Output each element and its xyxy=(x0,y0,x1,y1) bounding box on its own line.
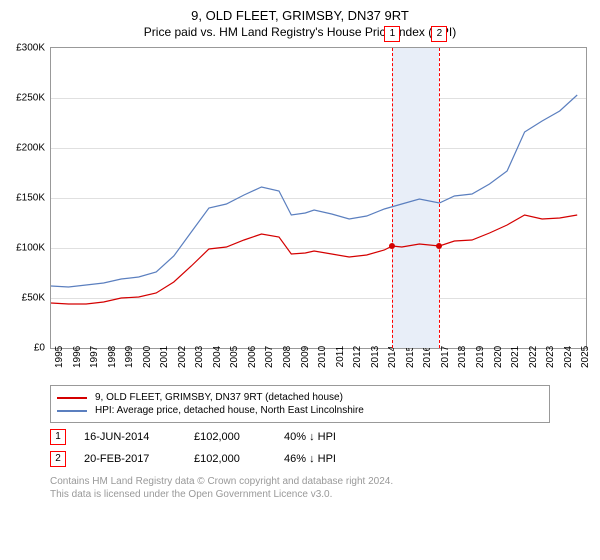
marker-label: 2 xyxy=(431,26,447,42)
series-line-price_paid xyxy=(51,215,577,304)
plot-area: £0£50K£100K£150K£200K£250K£300K199519961… xyxy=(50,47,587,349)
legend-swatch xyxy=(57,410,87,412)
legend-item: 9, OLD FLEET, GRIMSBY, DN37 9RT (detache… xyxy=(57,392,543,403)
chart-title: 9, OLD FLEET, GRIMSBY, DN37 9RT xyxy=(0,0,600,23)
legend-label: 9, OLD FLEET, GRIMSBY, DN37 9RT (detache… xyxy=(95,392,343,403)
marker-label: 1 xyxy=(384,26,400,42)
footnote-line-1: Contains HM Land Registry data © Crown c… xyxy=(50,475,550,488)
y-tick-label: £50K xyxy=(22,293,51,304)
sale-marker: 1 xyxy=(50,429,66,445)
chart-area: £0£50K£100K£150K£200K£250K£300K199519961… xyxy=(50,47,585,349)
y-tick-label: £300K xyxy=(16,43,51,54)
line-series-svg xyxy=(51,48,586,348)
footnote-line-2: This data is licensed under the Open Gov… xyxy=(50,488,550,501)
legend: 9, OLD FLEET, GRIMSBY, DN37 9RT (detache… xyxy=(50,385,550,423)
y-tick-label: £150K xyxy=(16,193,51,204)
sale-price: £102,000 xyxy=(194,431,284,443)
sale-date: 20-FEB-2017 xyxy=(84,453,194,465)
legend-item: HPI: Average price, detached house, Nort… xyxy=(57,405,543,416)
chart-container: 9, OLD FLEET, GRIMSBY, DN37 9RT Price pa… xyxy=(0,0,600,560)
sale-row: 1 16-JUN-2014£102,00040% ↓ HPI xyxy=(50,429,550,445)
chart-subtitle: Price paid vs. HM Land Registry's House … xyxy=(0,23,600,47)
data-point xyxy=(436,243,442,249)
sale-marker: 2 xyxy=(50,451,66,467)
data-point xyxy=(389,243,395,249)
sales-table: 1 16-JUN-2014£102,00040% ↓ HPI 2 20-FEB-201… xyxy=(0,429,600,467)
sale-delta: 40% ↓ HPI xyxy=(284,431,394,443)
sale-price: £102,000 xyxy=(194,453,284,465)
sale-row: 2 20-FEB-2017£102,00046% ↓ HPI xyxy=(50,451,550,467)
legend-label: HPI: Average price, detached house, Nort… xyxy=(95,405,364,416)
y-tick-label: £100K xyxy=(16,243,51,254)
sale-date: 16-JUN-2014 xyxy=(84,431,194,443)
y-tick-label: £250K xyxy=(16,93,51,104)
legend-swatch xyxy=(57,397,87,399)
series-line-hpi xyxy=(51,95,577,287)
y-tick-label: £0 xyxy=(34,343,51,354)
y-tick-label: £200K xyxy=(16,143,51,154)
sale-delta: 46% ↓ HPI xyxy=(284,453,394,465)
footnote: Contains HM Land Registry data © Crown c… xyxy=(50,475,550,501)
